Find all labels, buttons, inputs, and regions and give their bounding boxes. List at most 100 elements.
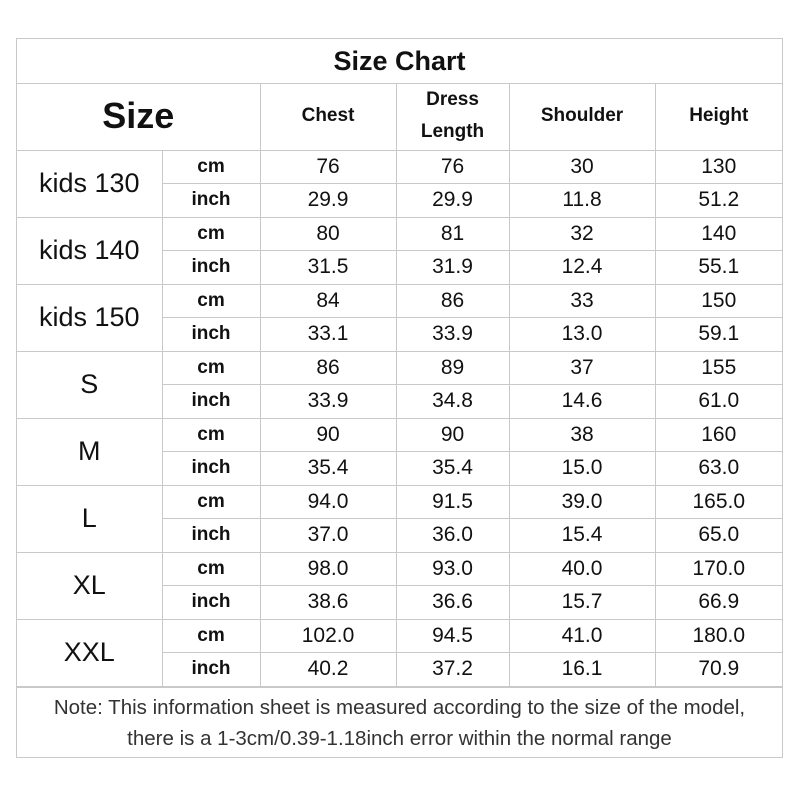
- header-row: Size Chest Dress Length Shoulder Height: [17, 83, 783, 151]
- chest-value: 98.0: [259, 551, 397, 586]
- size-label: S: [17, 350, 163, 419]
- shoulder-value: 15.0: [508, 451, 656, 486]
- unit-label-inch: inch: [162, 652, 261, 687]
- shoulder-value: 15.7: [508, 585, 656, 620]
- height-value: 55.1: [654, 250, 783, 285]
- size-label: M: [17, 417, 163, 486]
- height-value: 140: [654, 216, 783, 251]
- shoulder-value: 16.1: [508, 652, 656, 687]
- size-label: kids 140: [17, 216, 163, 285]
- chest-value: 84: [259, 283, 397, 318]
- height-value: 59.1: [654, 317, 783, 352]
- table-row: kids 130 cm 76 76 30 130: [17, 149, 783, 218]
- dress-length-value: 81: [395, 216, 510, 251]
- shoulder-value: 30: [508, 149, 656, 184]
- unit-label-cm: cm: [161, 618, 261, 653]
- shoulder-value: 15.4: [508, 518, 656, 553]
- dress-length-header-line1: Dress: [426, 89, 479, 111]
- size-label: L: [17, 484, 163, 553]
- unit-label-inch: inch: [162, 384, 261, 419]
- unit-label-inch: inch: [162, 451, 261, 486]
- height-value: 150: [654, 283, 783, 318]
- size-chart: Size Chart Size Chest Dress Length Shoul…: [16, 38, 783, 758]
- height-value: 170.0: [654, 551, 783, 586]
- dress-length-value: 36.6: [395, 585, 510, 620]
- unit-label-cm: cm: [161, 484, 261, 519]
- shoulder-value: 11.8: [508, 183, 656, 218]
- size-header: Size: [17, 83, 261, 151]
- chest-value: 90: [259, 417, 397, 452]
- height-header: Height: [654, 83, 783, 151]
- shoulder-value: 33: [508, 283, 656, 318]
- chest-value: 29.9: [259, 183, 397, 218]
- height-value: 165.0: [654, 484, 783, 519]
- table-row: inch 35.4 35.4 15.0 63.0: [17, 451, 783, 486]
- size-table: Size Chest Dress Length Shoulder Height …: [17, 83, 783, 687]
- shoulder-header: Shoulder: [508, 83, 656, 151]
- height-value: 70.9: [654, 652, 783, 687]
- shoulder-value: 41.0: [508, 618, 656, 653]
- dress-length-value: 91.5: [395, 484, 510, 519]
- unit-label-inch: inch: [162, 317, 261, 352]
- table-row: inch 38.6 36.6 15.7 66.9: [17, 585, 783, 620]
- shoulder-value: 39.0: [508, 484, 656, 519]
- unit-label-cm: cm: [161, 216, 261, 251]
- unit-label-inch: inch: [162, 183, 261, 218]
- height-value: 155: [654, 350, 783, 385]
- height-value: 160: [654, 417, 783, 452]
- note-line-1: Note: This information sheet is measured…: [53, 696, 746, 719]
- table-row: XL cm 98.0 93.0 40.0 170.0: [17, 551, 783, 620]
- shoulder-value: 12.4: [508, 250, 656, 285]
- chest-value: 38.6: [259, 585, 397, 620]
- unit-label-cm: cm: [161, 283, 261, 318]
- chest-value: 31.5: [259, 250, 397, 285]
- table-row: inch 40.2 37.2 16.1 70.9: [17, 652, 783, 687]
- size-label: kids 150: [17, 283, 163, 352]
- chest-value: 76: [259, 149, 397, 184]
- chest-value: 35.4: [259, 451, 397, 486]
- chest-value: 94.0: [259, 484, 397, 519]
- unit-label-inch: inch: [162, 518, 261, 553]
- shoulder-value: 37: [508, 350, 656, 385]
- table-row: inch 33.1 33.9 13.0 59.1: [17, 317, 783, 352]
- shoulder-value: 14.6: [508, 384, 656, 419]
- unit-label-cm: cm: [161, 417, 261, 452]
- table-row: kids 150 cm 84 86 33 150: [17, 283, 783, 352]
- shoulder-value: 40.0: [508, 551, 656, 586]
- chest-value: 40.2: [259, 652, 397, 687]
- height-value: 65.0: [654, 518, 783, 553]
- dress-length-header-line2: Length: [420, 121, 485, 143]
- shoulder-value: 32: [508, 216, 656, 251]
- note-line-2: there is a 1-3cm/0.39-1.18inch error wit…: [127, 727, 672, 750]
- size-label: XXL: [17, 618, 163, 687]
- table-row: inch 31.5 31.9 12.4 55.1: [17, 250, 783, 285]
- chest-value: 86: [259, 350, 397, 385]
- table-row: kids 140 cm 80 81 32 140: [17, 216, 783, 285]
- dress-length-value: 90: [395, 417, 510, 452]
- height-value: 180.0: [654, 618, 783, 653]
- table-row: XXL cm 102.0 94.5 41.0 180.0: [17, 618, 783, 687]
- height-value: 130: [654, 149, 783, 184]
- dress-length-value: 33.9: [395, 317, 510, 352]
- measurement-note: Note: This information sheet is measured…: [17, 687, 782, 758]
- dress-length-value: 29.9: [395, 183, 510, 218]
- table-row: inch 33.9 34.8 14.6 61.0: [17, 384, 783, 419]
- unit-label-inch: inch: [162, 250, 261, 285]
- size-label: XL: [17, 551, 163, 620]
- chest-value: 80: [259, 216, 397, 251]
- shoulder-value: 13.0: [508, 317, 656, 352]
- height-value: 63.0: [654, 451, 783, 486]
- unit-label-cm: cm: [161, 350, 261, 385]
- unit-label-cm: cm: [161, 149, 261, 184]
- dress-length-value: 36.0: [395, 518, 510, 553]
- dress-length-value: 35.4: [395, 451, 510, 486]
- size-label: kids 130: [17, 149, 163, 218]
- dress-length-value: 37.2: [395, 652, 510, 687]
- unit-label-cm: cm: [161, 551, 261, 586]
- chest-value: 33.9: [259, 384, 397, 419]
- dress-length-value: 34.8: [395, 384, 510, 419]
- dress-length-value: 31.9: [395, 250, 510, 285]
